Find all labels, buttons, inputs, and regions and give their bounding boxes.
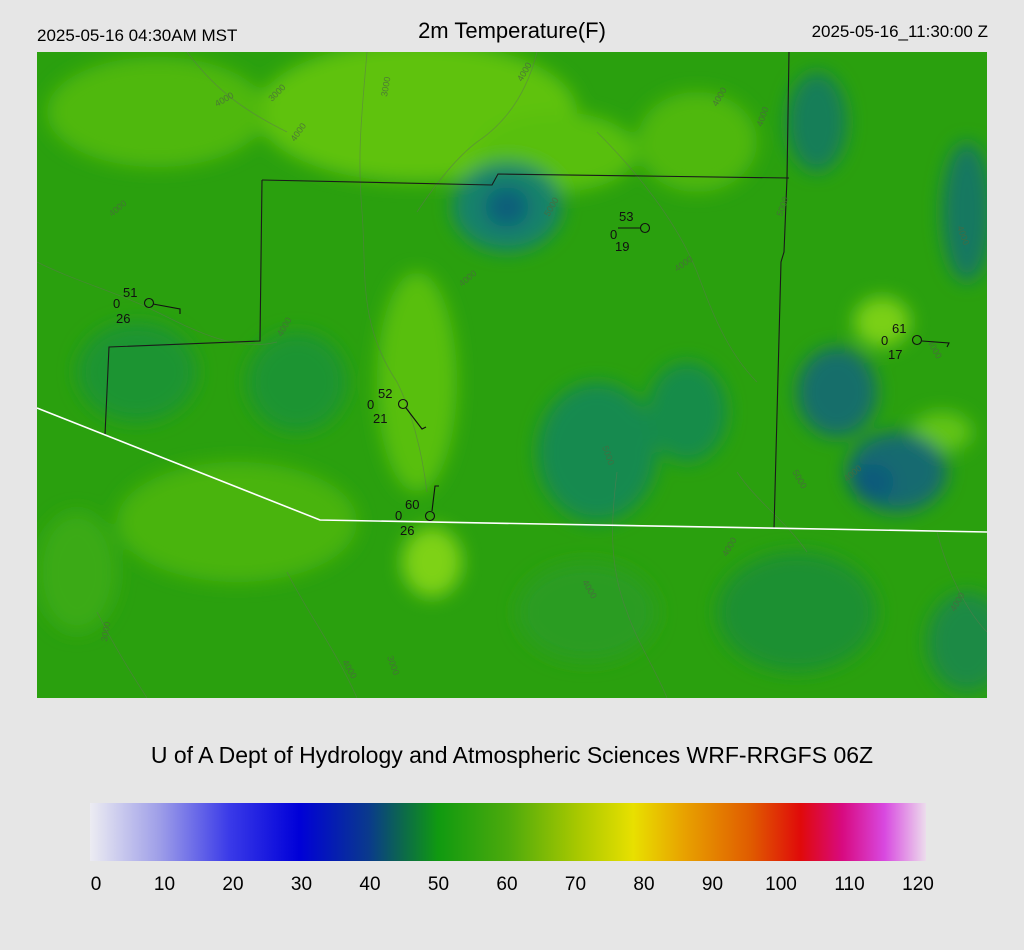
- station-dewpoint: 26: [116, 311, 130, 326]
- station-left-value: 0: [113, 296, 120, 311]
- station-left-value: 0: [367, 397, 374, 412]
- terrain-contours: [37, 52, 987, 698]
- colorbar-tick-label: 10: [153, 874, 176, 895]
- colorbar-tick-label: 90: [701, 874, 724, 895]
- colorbar-tick-label: 80: [633, 874, 655, 895]
- contour-label: 3000: [99, 621, 112, 642]
- colorbar-tick-label: 110: [834, 874, 865, 895]
- station-temp: 61: [892, 321, 906, 336]
- wind-barb: [921, 340, 950, 348]
- station-circle: [143, 297, 155, 309]
- station-circle: [911, 334, 923, 346]
- station-left-value: 0: [881, 333, 888, 348]
- station-dewpoint: 17: [888, 347, 902, 362]
- station-plot: 51 0 26: [113, 285, 181, 326]
- station-left-value: 0: [610, 227, 617, 242]
- utc-time-label: 2025-05-16_11:30:00 Z: [811, 22, 988, 41]
- station-plot: 61 0 17: [881, 321, 950, 362]
- wind-barb: [152, 303, 181, 314]
- credit-caption: U of A Dept of Hydrology and Atmospheric…: [150, 742, 874, 768]
- colorbar-tick-label: 20: [222, 874, 244, 895]
- wind-barb: [431, 485, 439, 512]
- county-boundary-west: [104, 179, 263, 436]
- station-dewpoint: 21: [373, 411, 387, 426]
- station-temp: 51: [123, 285, 137, 300]
- station-plot: 60 0 26: [395, 485, 439, 538]
- colorbar-tick-label: 40: [359, 874, 381, 895]
- colorbar-tick-label: 70: [564, 874, 587, 895]
- colorbar-tick-label: 120: [902, 874, 934, 895]
- station-circle: [424, 510, 436, 522]
- local-time-label: 2025-05-16 04:30AM MST: [37, 26, 238, 45]
- colorbar-tick-labels: 0 10 20 30 40 50 60 70 80 90 100 110 120: [0, 874, 1024, 904]
- colorbar-tick-label: 30: [290, 874, 313, 895]
- colorbar-tick-label: 60: [496, 874, 518, 895]
- contour-label: 3000: [379, 76, 392, 97]
- colorbar-tick-label: 50: [427, 874, 450, 895]
- county-boundaries: [104, 52, 790, 530]
- station-circle: [397, 398, 409, 410]
- temperature-colorbar: [90, 803, 926, 861]
- colorbar-tick-label: 0: [90, 874, 102, 895]
- station-circle: [639, 222, 651, 234]
- map-title: 2m Temperature(F): [418, 18, 606, 43]
- station-temp: 60: [405, 497, 419, 512]
- colorbar-tick-label: 100: [765, 874, 797, 895]
- state-border: [37, 407, 987, 533]
- station-plot: 53 0 19: [610, 209, 651, 254]
- station-plot: 52 0 21: [367, 386, 427, 430]
- station-dewpoint: 19: [615, 239, 629, 254]
- station-left-value: 0: [395, 508, 402, 523]
- station-temp: 53: [619, 209, 633, 224]
- station-dewpoint: 26: [400, 523, 414, 538]
- wind-barb: [405, 407, 427, 430]
- county-boundary-north: [261, 173, 790, 186]
- station-temp: 52: [378, 386, 392, 401]
- temperature-map: 3000 4000 4000 3000 4000 4000 4000 4000 …: [37, 52, 987, 698]
- county-boundary-east: [773, 52, 790, 530]
